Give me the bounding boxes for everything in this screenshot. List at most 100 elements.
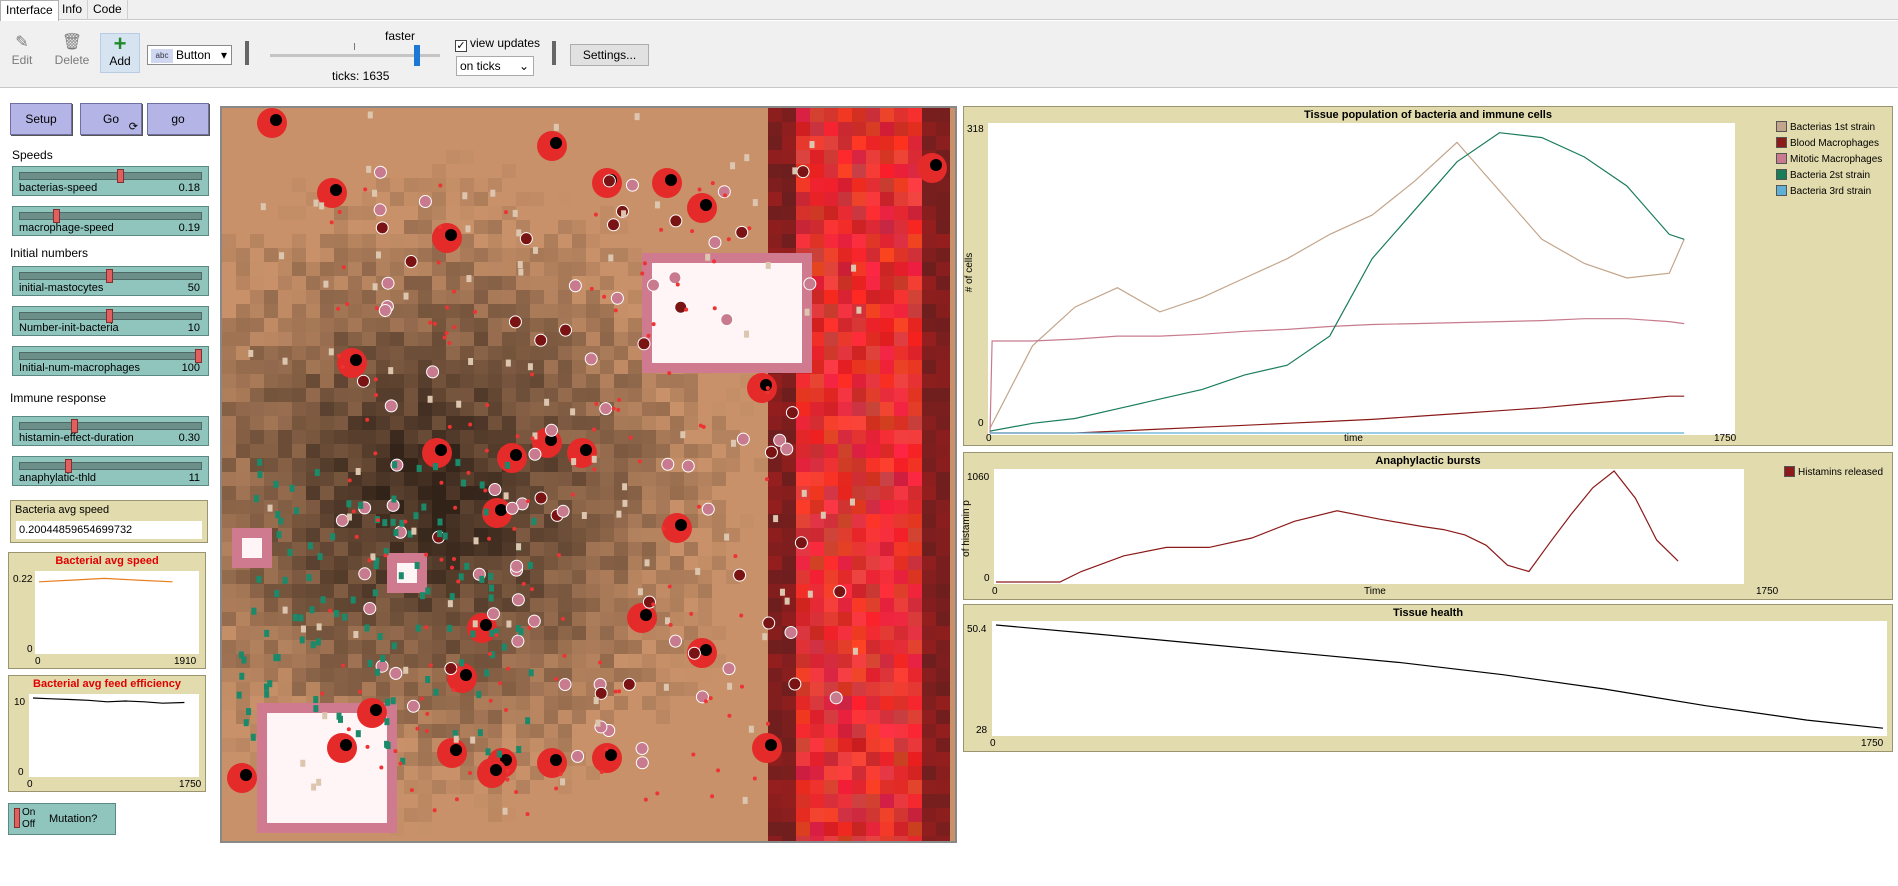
tissue-patch (754, 668, 768, 682)
slider-initial-mastocytes[interactable]: initial-mastocytes 50 (12, 266, 209, 296)
tissue-patch (236, 374, 250, 388)
edit-button[interactable]: ✎ Edit (2, 33, 42, 67)
slider-thumb[interactable] (70, 419, 78, 433)
view-updates-checkbox[interactable]: ✓ view updates (455, 36, 540, 52)
tissue-patch (250, 136, 264, 150)
tissue-patch (222, 122, 236, 136)
histamine-particle (592, 427, 597, 432)
go-forever-button[interactable]: Go ⟳ (80, 103, 142, 135)
slider-thumb[interactable] (65, 459, 73, 473)
tissue-patch (712, 374, 726, 388)
tissue-patch (628, 724, 642, 738)
histamine-particle (340, 364, 345, 369)
slider-track[interactable] (19, 212, 202, 220)
tissue-patch (726, 150, 740, 164)
tissue-patch (894, 640, 908, 654)
tissue-patch (936, 794, 950, 808)
tissue-patch (684, 486, 698, 500)
tissue-patch (684, 724, 698, 738)
slider-anaphylatic-thld[interactable]: anaphylatic-thld 11 (12, 456, 209, 486)
slider-thumb[interactable] (52, 209, 60, 223)
switch-knob[interactable] (14, 808, 20, 828)
tissue-patch (586, 584, 600, 598)
tissue-patch (460, 248, 474, 262)
setup-button[interactable]: Setup (10, 103, 72, 135)
tissue-patch (880, 766, 894, 780)
slider-thumb[interactable] (106, 269, 114, 283)
tissue-patch (292, 262, 306, 276)
settings-button[interactable]: Settings... (570, 44, 649, 66)
tab-info[interactable]: Info (57, 0, 89, 20)
tissue-patch (824, 416, 838, 430)
bacterium (310, 641, 316, 649)
tissue-patch (880, 752, 894, 766)
widget-type-dropdown[interactable]: abc Button ▾ (147, 45, 232, 65)
slider-track[interactable] (19, 462, 202, 470)
tissue-patch (936, 402, 950, 416)
mastocyte-nucleus (270, 114, 282, 126)
delete-button[interactable]: 🗑 Delete (52, 33, 92, 67)
tissue-health-plot[interactable]: Tissue health 50.4 28 0 1750 (963, 604, 1893, 752)
slider-thumb[interactable] (116, 169, 124, 183)
bacterium (581, 511, 587, 519)
tissue-patch (852, 654, 866, 668)
slider-value: 0.18 (178, 182, 200, 194)
tissue-patch (908, 318, 922, 332)
tissue-patch (292, 290, 306, 304)
bacterium (570, 408, 576, 416)
mutation-switch[interactable]: On Off Mutation? (8, 803, 116, 835)
speed-slider-thumb[interactable] (414, 45, 420, 66)
slider-thumb[interactable] (195, 349, 203, 363)
tissue-patch (852, 220, 866, 234)
speed-slider-track[interactable] (270, 54, 440, 57)
tissue-patch (488, 150, 502, 164)
bacterial-avg-speed-plot[interactable]: Bacterial avg speed 0.22 0 0 1910 (8, 552, 206, 669)
tissue-patch (796, 640, 810, 654)
slider-track[interactable] (19, 172, 202, 180)
tissue-patch (558, 808, 572, 822)
macrophage (701, 502, 715, 516)
tissue-patch (768, 220, 782, 234)
slider-thumb[interactable] (106, 309, 114, 323)
slider-bacterias-speed[interactable]: bacterias-speed 0.18 (12, 166, 209, 196)
tissue-patch (474, 248, 488, 262)
slider-track[interactable] (19, 422, 202, 430)
tissue-patch (600, 570, 614, 584)
tissue-patch (390, 234, 404, 248)
bacterium (465, 225, 471, 233)
histamine-particle (365, 417, 370, 422)
tissue-patch (362, 262, 376, 276)
tissue-patch (530, 290, 544, 304)
bacterial-feed-efficiency-plot[interactable]: Bacterial avg feed efficiency 10 0 0 175… (8, 675, 206, 792)
tissue-patch (628, 570, 642, 584)
tissue-patch (740, 584, 754, 598)
histamine-particle (438, 224, 443, 229)
anaphylactic-bursts-plot[interactable]: Anaphylactic bursts 1060 0 0 1750 Time o… (961, 452, 1893, 600)
tab-code[interactable]: Code (88, 0, 128, 20)
tab-interface[interactable]: Interface (0, 0, 59, 21)
tissue-patch (572, 178, 586, 192)
add-button[interactable]: + Add (100, 33, 140, 73)
slider-initial-num-macrophages[interactable]: Initial-num-macrophages 100 (12, 346, 209, 376)
tissue-patch (824, 528, 838, 542)
tissue-patch (236, 248, 250, 262)
slider-histamin-effect-duration[interactable]: histamin-effect-duration 0.30 (12, 416, 209, 446)
tissue-patch (670, 500, 684, 514)
slider-number-init-bacteria[interactable]: Number-init-bacteria 10 (12, 306, 209, 336)
slider-macrophage-speed[interactable]: macrophage-speed 0.19 (12, 206, 209, 236)
bacterium (468, 358, 474, 366)
tissue-patch (642, 822, 656, 836)
tissue-patch (572, 766, 586, 780)
histamine-particle (442, 335, 447, 340)
histamine-particle (505, 777, 510, 782)
tissue-patch (544, 640, 558, 654)
tissue-patch (446, 346, 460, 360)
tissue-patch (530, 164, 544, 178)
world-view[interactable] (220, 106, 957, 843)
slider-track[interactable] (19, 352, 202, 360)
tissue-patch (348, 262, 362, 276)
go-once-button[interactable]: go (147, 103, 209, 135)
update-mode-dropdown[interactable]: on ticks ⌄ (456, 56, 534, 76)
tissue-patch (684, 766, 698, 780)
tissue-population-plot[interactable]: Tissue population of bacteria and immune… (963, 106, 1893, 446)
